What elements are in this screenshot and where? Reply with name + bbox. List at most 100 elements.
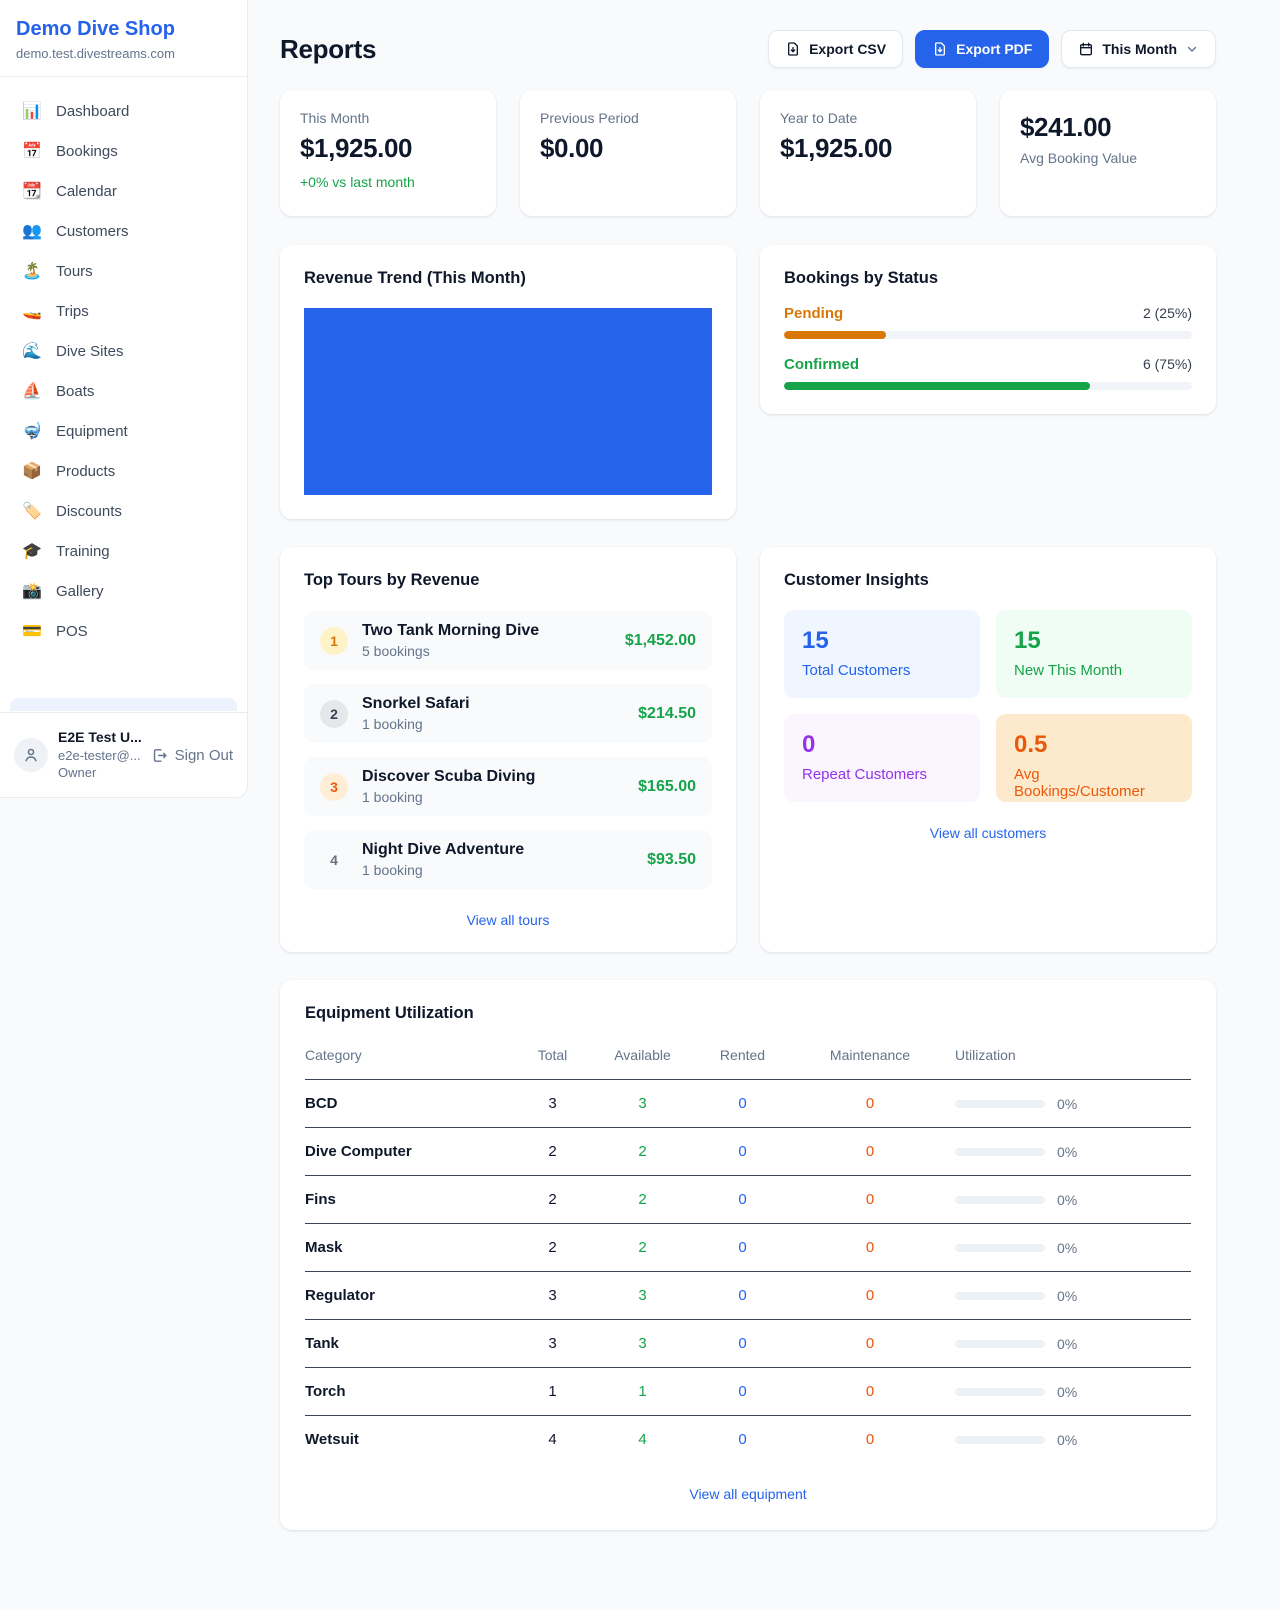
sidebar-item-pos[interactable]: 💳 POS — [12, 611, 235, 651]
tile-label: Total Customers — [802, 662, 911, 679]
customer-insights-title: Customer Insights — [784, 571, 929, 589]
sidebar-item-gallery[interactable]: 📸 Gallery — [12, 571, 235, 611]
view-all-equipment-link[interactable]: View all equipment — [689, 1486, 807, 1502]
cell-available: 2 — [585, 1175, 700, 1224]
stat-value: $0.00 — [540, 133, 604, 163]
sidebar-item-customers[interactable]: 👥 Customers — [12, 211, 235, 251]
stat-value: $241.00 — [1020, 112, 1112, 142]
view-all-customers-link[interactable]: View all customers — [929, 825, 1047, 841]
period-dropdown[interactable]: This Month — [1061, 30, 1216, 68]
user-role: Owner — [58, 765, 97, 781]
customer-insights-card: Customer Insights 15 Total Customers 15 … — [760, 547, 1216, 952]
stat-card-this-month: This Month $1,925.00 +0% vs last month — [280, 90, 496, 216]
utilization-pct: 0% — [1057, 1383, 1078, 1400]
cell-total: 2 — [520, 1175, 585, 1224]
cell-category: Mask — [305, 1223, 520, 1272]
period-label: This Month — [1102, 41, 1177, 57]
utilization-pct: 0% — [1057, 1191, 1078, 1208]
bookings-by-status-title: Bookings by Status — [784, 269, 939, 287]
sign-out-button[interactable]: Sign Out — [151, 747, 233, 764]
cell-available: 3 — [585, 1271, 700, 1320]
top-tours-card: Top Tours by Revenue 1 Two Tank Morning … — [280, 547, 736, 952]
sidebar-item-boats[interactable]: ⛵ Boats — [12, 371, 235, 411]
tour-revenue: $165.00 — [638, 777, 696, 795]
tour-bookings: 1 booking — [362, 789, 423, 805]
sidebar-item-bookings[interactable]: 📅 Bookings — [12, 131, 235, 171]
cell-maintenance: 0 — [785, 1127, 955, 1176]
tile-new-this-month: 15 New This Month — [996, 610, 1192, 698]
stat-delta: +0% vs last month — [300, 174, 415, 190]
tours-icon: 🏝️ — [22, 263, 42, 280]
header-actions: Export CSV Export PDF This Month — [768, 30, 1216, 68]
view-all-tours-link[interactable]: View all tours — [466, 912, 550, 928]
tour-name: Discover Scuba Diving — [362, 768, 536, 785]
sidebar-item-label: POS — [56, 622, 88, 640]
stat-card-year-to-date: Year to Date $1,925.00 — [760, 90, 976, 216]
rank-badge: 1 — [320, 626, 348, 655]
sidebar-item-reports-partial[interactable] — [10, 698, 237, 711]
sidebar-item-training[interactable]: 🎓 Training — [12, 531, 235, 571]
bookings-by-status-card: Bookings by Status Pending 2 (25%) Confi… — [760, 245, 1216, 414]
cell-available: 2 — [585, 1223, 700, 1272]
sidebar-item-label: Training — [56, 542, 110, 560]
insight-tiles: 15 Total Customers 15 New This Month 0 R… — [784, 610, 1192, 802]
sidebar-item-label: Tours — [56, 262, 93, 280]
stat-label: Previous Period — [540, 110, 639, 126]
utilization-pct: 0% — [1057, 1335, 1078, 1352]
sidebar-item-label: Boats — [56, 382, 95, 400]
stat-value: $1,925.00 — [300, 133, 413, 163]
sidebar-item-label: Gallery — [56, 582, 104, 600]
cell-category: Dive Computer — [305, 1127, 520, 1176]
progress-track — [784, 382, 1192, 390]
products-icon: 📦 — [22, 463, 42, 480]
chevron-down-icon — [1187, 46, 1197, 52]
tile-repeat-customers: 0 Repeat Customers — [784, 714, 980, 802]
export-pdf-button[interactable]: Export PDF — [915, 30, 1050, 68]
sidebar-item-discounts[interactable]: 🏷️ Discounts — [12, 491, 235, 531]
sidebar-item-equipment[interactable]: 🤿 Equipment — [12, 411, 235, 451]
cell-utilization: 0% — [955, 1079, 1191, 1128]
progress-fill-confirmed — [784, 382, 1090, 390]
tour-name: Snorkel Safari — [362, 695, 470, 712]
main-content: Reports Export CSV Export PDF This Month… — [248, 0, 1280, 1570]
tour-bookings: 5 bookings — [362, 643, 430, 659]
sidebar-item-dive-sites[interactable]: 🌊 Dive Sites — [12, 331, 235, 371]
export-pdf-label: Export PDF — [956, 41, 1033, 57]
status-row-pending: Pending 2 (25%) — [784, 305, 1192, 339]
discounts-icon: 🏷️ — [22, 503, 42, 520]
rank-badge: 4 — [330, 851, 338, 868]
sidebar-header: Demo Dive Shop demo.test.divestreams.com — [0, 0, 247, 77]
user-name: E2E Test U... — [58, 729, 142, 745]
status-count: 2 (25%) — [1142, 305, 1192, 321]
top-tours-title: Top Tours by Revenue — [304, 571, 480, 589]
sidebar-item-products[interactable]: 📦 Products — [12, 451, 235, 491]
stat-label: This Month — [300, 110, 370, 126]
tour-row: 1 Two Tank Morning Dive 5 bookings $1,452… — [304, 611, 712, 670]
cell-available: 1 — [585, 1367, 700, 1416]
tour-revenue: $93.50 — [647, 850, 696, 868]
trips-icon: 🚤 — [22, 303, 42, 320]
boats-icon: ⛵ — [22, 383, 42, 400]
table-row: Torch 1 1 0 0 0% — [305, 1367, 1191, 1416]
sidebar-item-dashboard[interactable]: 📊 Dashboard — [12, 91, 235, 131]
cell-utilization: 0% — [955, 1367, 1191, 1416]
stat-label: Year to Date — [780, 110, 858, 126]
sidebar-item-tours[interactable]: 🏝️ Tours — [12, 251, 235, 291]
equipment-utilization-card: Equipment Utilization Category Total Ava… — [280, 980, 1216, 1530]
col-header-rented: Rented — [719, 1047, 766, 1063]
revenue-trend-title: Revenue Trend (This Month) — [304, 269, 526, 287]
sidebar-item-trips[interactable]: 🚤 Trips — [12, 291, 235, 331]
sidebar: Demo Dive Shop demo.test.divestreams.com… — [0, 0, 248, 798]
sidebar-item-label: Dive Sites — [56, 342, 124, 360]
utilization-bar — [955, 1147, 1045, 1156]
sidebar-item-label: Dashboard — [56, 102, 130, 120]
utilization-bar — [955, 1099, 1045, 1108]
cell-maintenance: 0 — [785, 1415, 955, 1463]
logout-icon — [153, 748, 167, 762]
utilization-bar — [955, 1435, 1045, 1444]
export-csv-button[interactable]: Export CSV — [768, 30, 904, 68]
sidebar-item-calendar[interactable]: 📆 Calendar — [12, 171, 235, 211]
cell-available: 4 — [585, 1415, 700, 1463]
calendar-icon — [1080, 42, 1093, 56]
status-count: 6 (75%) — [1142, 356, 1192, 372]
